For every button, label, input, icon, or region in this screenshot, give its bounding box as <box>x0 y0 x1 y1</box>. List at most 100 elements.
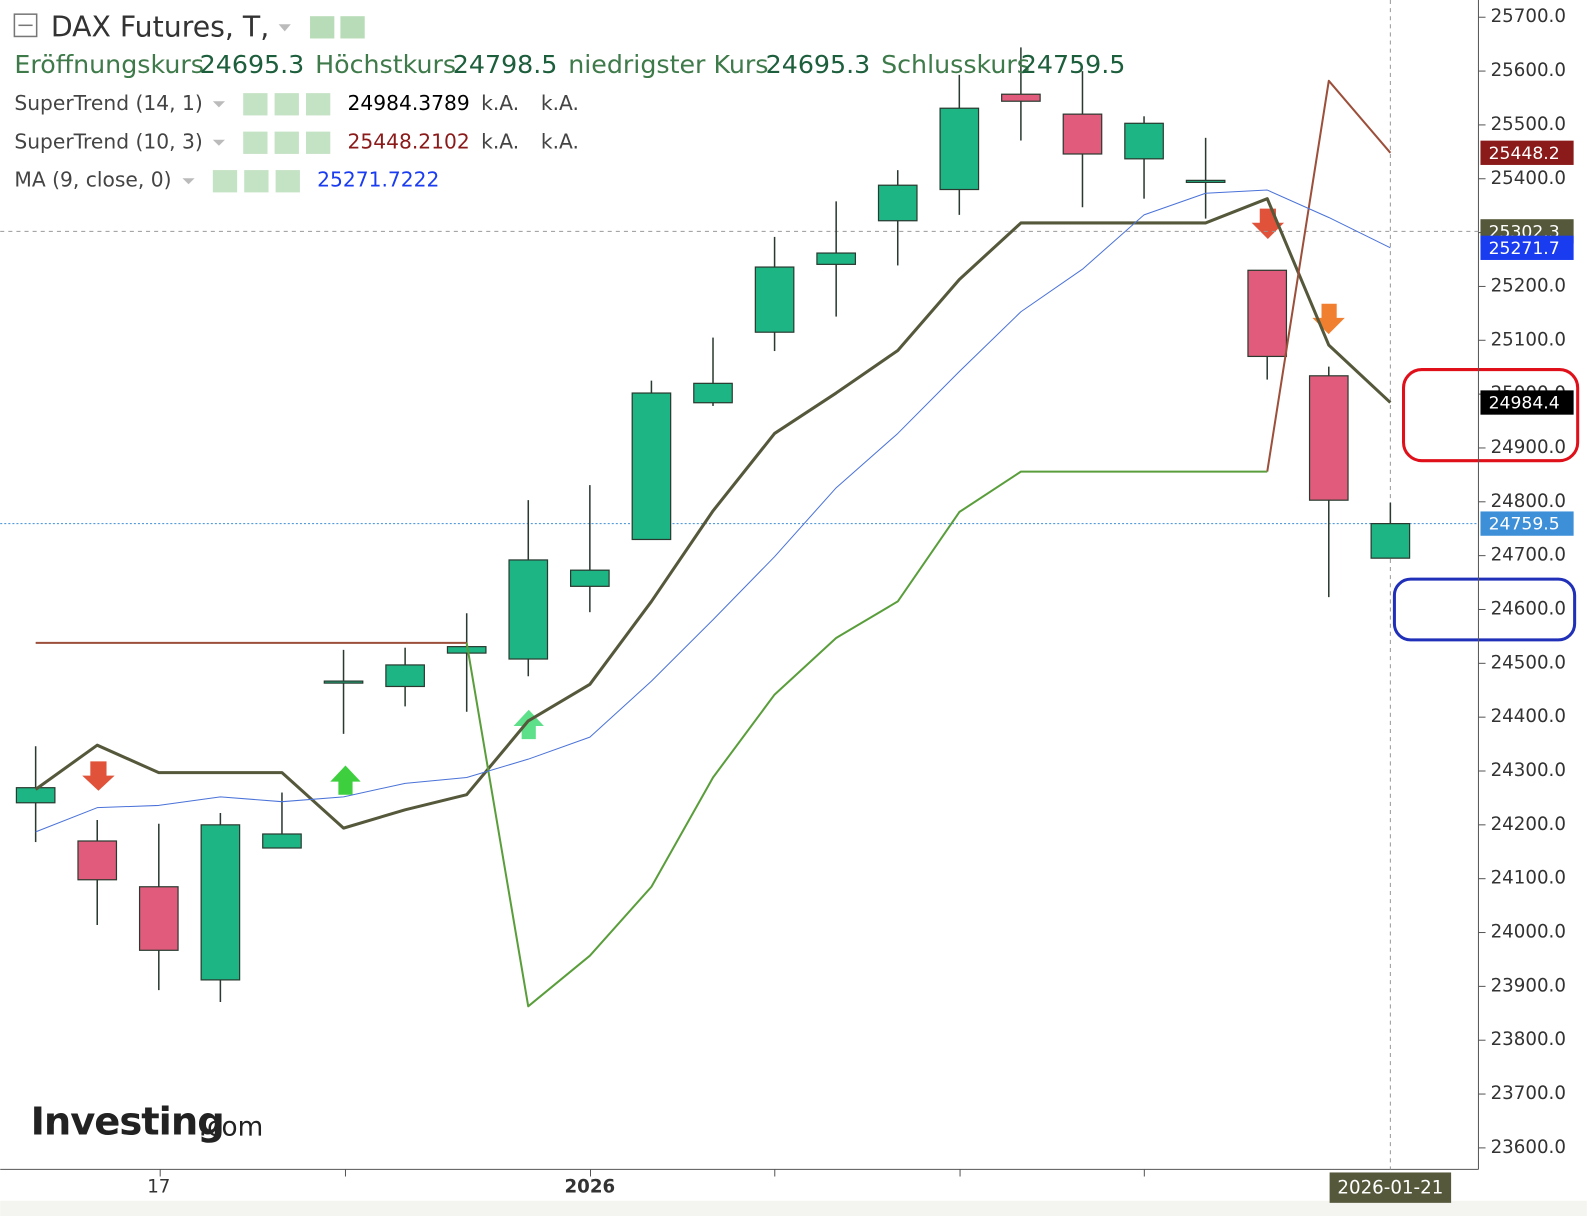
candle-body <box>262 833 302 849</box>
price-badge <box>1480 235 1574 260</box>
indicator-extra: k.A. <box>541 129 579 153</box>
y-tick-label: 23600.0 <box>1491 1137 1566 1158</box>
chart-title: DAX Futures, T, <box>51 10 269 43</box>
bottom-strip <box>0 1200 1587 1216</box>
indicator-icon[interactable] <box>305 93 331 116</box>
y-tick-label: 24500.0 <box>1491 652 1566 673</box>
candle-body <box>1062 113 1103 155</box>
indicator-icon[interactable] <box>244 170 269 193</box>
price-badge-label: 25271.7 <box>1489 239 1560 259</box>
settings-icon[interactable] <box>340 16 365 39</box>
price-badge-label: 24984.4 <box>1489 394 1560 414</box>
candle-body <box>877 184 918 222</box>
dropdown[interactable] <box>278 24 291 32</box>
y-tick-label: 24900.0 <box>1491 437 1566 458</box>
indicator-value: 25271.7222 <box>317 168 439 192</box>
y-tick-label: 24400.0 <box>1491 706 1566 727</box>
dropdown[interactable] <box>212 139 225 146</box>
y-tick-label: 24000.0 <box>1491 922 1566 943</box>
candle-body <box>1001 93 1041 102</box>
watermark: Investing <box>31 1099 224 1144</box>
indicator-icon[interactable] <box>274 131 299 154</box>
y-tick-label: 25600.0 <box>1491 60 1566 81</box>
indicator-extra: k.A. <box>541 91 579 115</box>
candle-body <box>15 787 56 804</box>
y-tick-label: 24800.0 <box>1491 491 1566 512</box>
y-tick-label: 23700.0 <box>1491 1083 1566 1104</box>
indicator-value: 24984.3789 <box>347 91 469 115</box>
y-tick-label: 25200.0 <box>1491 275 1566 296</box>
highlight-box-red <box>1402 368 1580 463</box>
indicator-name: SuperTrend (10, 3) <box>14 129 202 153</box>
crosshair-x-badge <box>1329 1172 1452 1203</box>
indicator-icon[interactable] <box>243 131 268 154</box>
candle-body <box>1370 522 1411 559</box>
ohlc-name: Höchstkurs <box>315 50 456 79</box>
y-tick-label: 25400.0 <box>1491 168 1566 189</box>
buy-arrow <box>330 765 361 795</box>
y-tick-label: 24100.0 <box>1491 868 1566 889</box>
candle-body <box>1247 269 1288 358</box>
eye-icon[interactable] <box>310 16 335 39</box>
indicator-icon[interactable] <box>275 170 300 193</box>
y-tick-label: 25100.0 <box>1491 329 1566 350</box>
price-badge <box>1480 140 1574 165</box>
indicator-icon[interactable] <box>243 93 268 116</box>
y-tick-label: 25500.0 <box>1491 114 1566 135</box>
candle-body <box>508 559 549 660</box>
candle-body <box>754 266 795 333</box>
candle-body <box>939 107 980 191</box>
indicator-icon[interactable] <box>305 131 331 154</box>
candle-body <box>385 664 425 688</box>
indicator-icon[interactable] <box>212 170 238 193</box>
candle-body <box>323 680 364 684</box>
candle-body <box>77 840 118 881</box>
candle-body <box>693 382 733 404</box>
y-tick-label: 24700.0 <box>1491 545 1566 566</box>
dropdown[interactable] <box>212 101 225 108</box>
indicator-value: 25448.2102 <box>347 129 469 153</box>
candle-body <box>570 569 610 587</box>
watermark-suffix: .com <box>199 1112 264 1142</box>
crosshair-x-label: 2026-01-21 <box>1337 1178 1443 1199</box>
x-axis-ticks <box>159 1169 1145 1177</box>
ohlc-value: 24695.3 <box>766 50 871 79</box>
indicator-name: SuperTrend (14, 1) <box>14 91 202 115</box>
highlight-box-blue <box>1392 577 1577 642</box>
ohlc-name: Schlusskurs <box>881 50 1030 79</box>
y-tick-label: 23900.0 <box>1491 975 1566 996</box>
y-tick-label: 25700.0 <box>1491 6 1566 27</box>
indicator-icon[interactable] <box>274 93 299 116</box>
price-badge <box>1480 390 1574 415</box>
price-badge-label: 25448.2 <box>1489 144 1560 164</box>
price-badge-label: 24759.5 <box>1489 515 1560 535</box>
collapse-icon[interactable] <box>13 13 38 38</box>
x-tick-label: 2026 <box>564 1177 615 1198</box>
ohlc-value: 24798.5 <box>453 50 558 79</box>
indicator-line <box>34 197 1392 830</box>
candle-body <box>816 252 857 265</box>
indicator-extra: k.A. <box>481 129 519 153</box>
candle-body <box>1308 375 1349 501</box>
candle-body <box>138 886 179 951</box>
ohlc-value: 24695.3 <box>200 50 305 79</box>
candle-body <box>200 824 241 981</box>
candle-body <box>631 392 672 541</box>
y-tick-label: 24300.0 <box>1491 760 1566 781</box>
y-tick-label: 24200.0 <box>1491 814 1566 835</box>
ohlc-value: 24759.5 <box>1021 50 1126 79</box>
dropdown[interactable] <box>182 178 195 185</box>
price-badge <box>1480 511 1574 536</box>
sell-arrow <box>1312 303 1345 335</box>
y-tick-label: 24600.0 <box>1491 598 1566 619</box>
buy-arrow <box>513 709 544 740</box>
indicator-extra: k.A. <box>481 91 519 115</box>
indicator-name: MA (9, close, 0) <box>14 168 171 192</box>
x-tick-label: 17 <box>147 1177 170 1198</box>
candle-body <box>1124 122 1164 160</box>
candle-body <box>1185 179 1226 183</box>
